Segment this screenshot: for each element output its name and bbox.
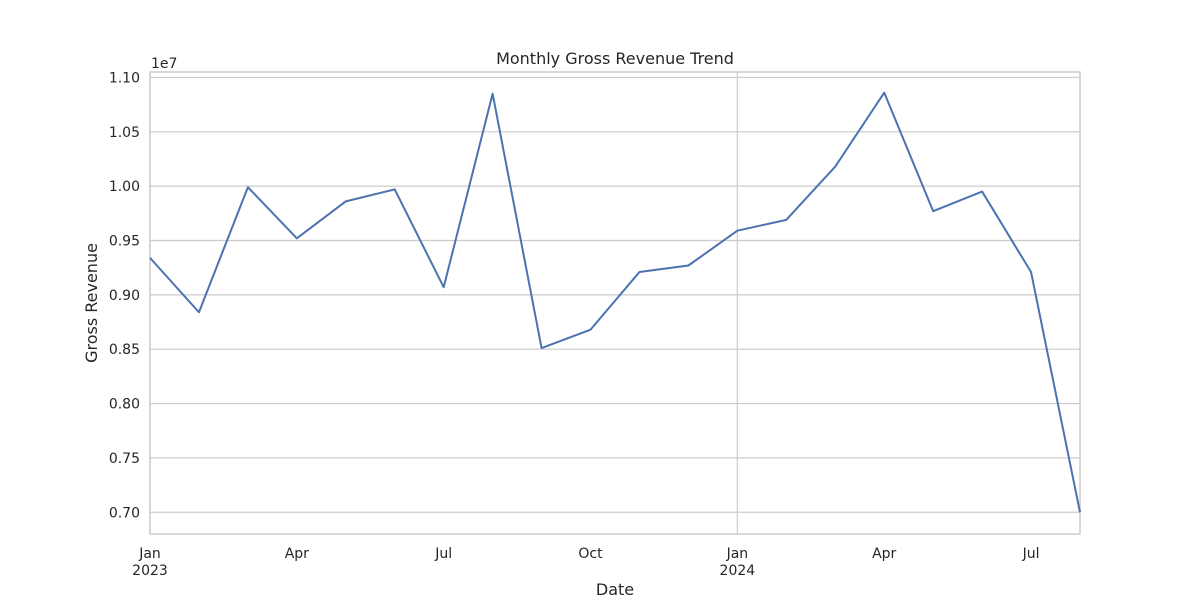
y-tick-labels: 0.70 0.75 0.80 0.85 0.90 0.95 1.00 1.05 1.10 bbox=[109, 70, 140, 521]
y-tick-label: 0.70 bbox=[109, 505, 140, 521]
y-tick-label: 0.95 bbox=[109, 233, 140, 249]
y-offset-text: 1e7 bbox=[151, 56, 177, 72]
x-tick-year-label: 2024 bbox=[720, 563, 756, 579]
y-tick-label: 1.05 bbox=[109, 125, 140, 141]
plot-frame bbox=[149, 71, 1081, 535]
y-axis-label: Gross Revenue bbox=[82, 243, 101, 363]
y-tick-label: 1.00 bbox=[109, 179, 140, 195]
x-tick-label: Oct bbox=[578, 546, 603, 562]
grid-layer bbox=[149, 72, 1080, 534]
chart-title: Monthly Gross Revenue Trend bbox=[496, 49, 734, 68]
x-tick-label: Jul bbox=[434, 546, 452, 562]
y-tick-label: 0.75 bbox=[109, 451, 140, 467]
y-tick-label: 1.10 bbox=[109, 70, 140, 86]
y-tick-label: 0.80 bbox=[109, 397, 140, 413]
x-axis-label: Date bbox=[596, 580, 634, 599]
x-tick-label: Jan bbox=[138, 546, 161, 562]
x-tick-label: Apr bbox=[285, 546, 309, 562]
revenue-series-line bbox=[149, 91, 1081, 513]
x-tick-year-label: 2023 bbox=[132, 563, 168, 579]
x-tick-label: Apr bbox=[872, 546, 896, 562]
x-tick-label: Jan bbox=[726, 546, 749, 562]
line-layer bbox=[149, 91, 1081, 513]
x-tick-label: Jul bbox=[1022, 546, 1040, 562]
y-tick-label: 0.85 bbox=[109, 342, 140, 358]
y-tick-label: 0.90 bbox=[109, 288, 140, 304]
